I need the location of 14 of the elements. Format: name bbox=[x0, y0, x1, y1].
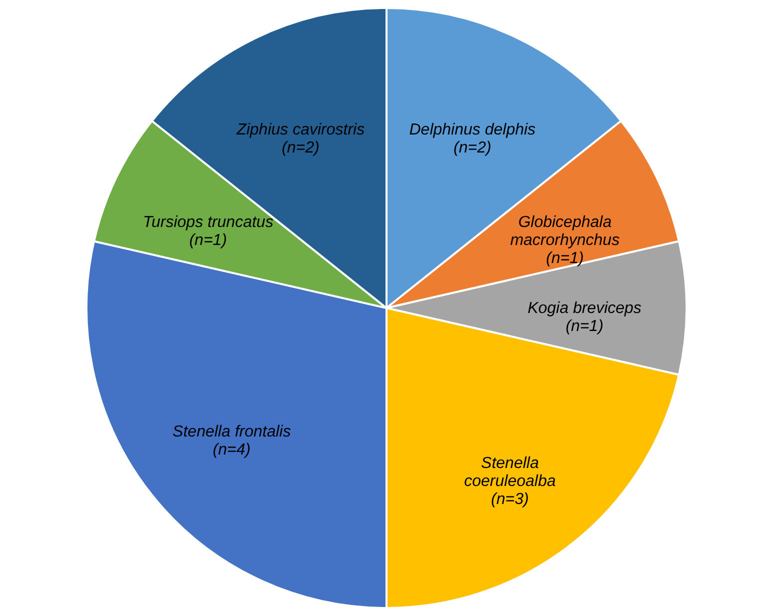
data-label: (n=2) bbox=[282, 140, 320, 157]
data-label: (n=1) bbox=[546, 250, 584, 268]
slice-label: Stenella frontalis bbox=[172, 423, 291, 440]
slice-label: Kogia breviceps bbox=[528, 300, 642, 317]
data-label: (n=4) bbox=[212, 441, 251, 458]
data-label: (n=1) bbox=[566, 318, 604, 335]
data-label: (n=1) bbox=[189, 232, 228, 250]
slice-label: Stenella coeruleoalba bbox=[464, 454, 556, 490]
slice-label: Globicephala macrorhynchus bbox=[510, 214, 620, 250]
slice-label: Tursiops truncatus bbox=[142, 214, 274, 232]
slice-label: Delphinus delphis bbox=[409, 122, 536, 139]
data-label: (n=2) bbox=[454, 140, 492, 157]
slice-label: Ziphius cavirostris bbox=[236, 122, 365, 139]
data-label: (n=3) bbox=[491, 490, 529, 508]
